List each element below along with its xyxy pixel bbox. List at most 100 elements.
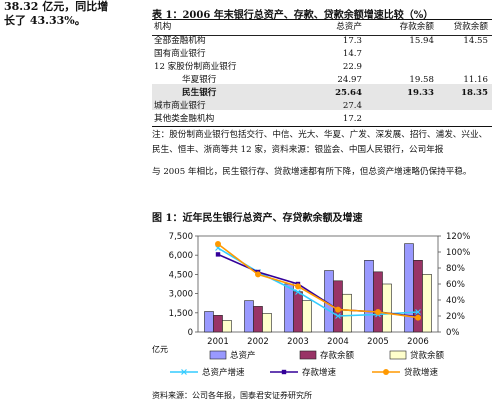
table-row: 12 家股份制商业银行 22.9 — [152, 61, 492, 74]
right-axis-tick-label: 40% — [446, 296, 465, 306]
left-axis-tick-label: 6,000 — [169, 251, 193, 261]
x-axis-tick-label: 2003 — [287, 337, 309, 347]
row-deposit: 19.33 — [407, 88, 434, 98]
right-axis-tick-label: 60% — [446, 280, 465, 290]
table-header-rule — [152, 35, 492, 36]
left-axis-tick-label: 0 — [188, 328, 193, 338]
legend-label: 贷款余额 — [410, 350, 445, 361]
header-asset: 总资产 — [336, 22, 362, 32]
right-axis-tick-label: 100% — [446, 248, 470, 258]
line-point — [335, 306, 341, 313]
bar-asset — [244, 300, 254, 333]
bar-loan — [222, 320, 232, 333]
left-axis-tick-label: 7,500 — [169, 232, 193, 242]
line-point — [415, 314, 421, 321]
row-asset: 24.97 — [337, 75, 362, 85]
bar-deposit — [253, 306, 263, 333]
bar-loan — [262, 313, 272, 333]
row-loan: 18.35 — [461, 88, 488, 98]
chart: 亿元 0 1,500 3,000 4,500 6,000 7,500 0% 20% 40% 60%… — [152, 232, 470, 378]
header-institution: 机构 — [154, 22, 172, 32]
intro-line-2: 长了 43.33%。 — [4, 14, 86, 27]
line-point — [375, 309, 381, 315]
line-loan-growth — [217, 243, 419, 319]
row-loan: 11.16 — [463, 75, 488, 85]
figure-source: 资料来源：公司各年报，国泰君安证券研究所 — [152, 391, 312, 400]
line-point — [295, 289, 301, 295]
legend-marker — [281, 369, 287, 375]
header-loan: 贷款余额 — [453, 22, 488, 32]
row-name: 城市商业银行 — [154, 101, 206, 111]
intro-text: 38.32 亿元，同比增 长了 43.33%。 — [4, 0, 108, 28]
legend-marker — [383, 369, 389, 375]
right-axis-tick-label: 120% — [446, 232, 470, 242]
bar-deposit — [373, 271, 383, 333]
row-asset: 27.4 — [342, 101, 362, 111]
bar-loan — [422, 274, 432, 333]
row-name: 其他类金融机构 — [154, 114, 215, 124]
figure-title: 图 1：近年民生银行总资产、存贷款余额及增速 — [152, 213, 363, 224]
bar-deposit — [293, 291, 303, 333]
row-asset: 17.2 — [342, 114, 362, 124]
bar-loan — [382, 283, 392, 333]
legend-label: 贷款增速 — [404, 367, 439, 378]
legend-label: 存款余额 — [320, 350, 355, 361]
row-deposit: 19.58 — [409, 75, 434, 85]
line-asset-growth — [217, 247, 419, 317]
unit-label: 亿元 — [152, 344, 168, 354]
row-loan: 14.55 — [463, 36, 488, 46]
row-name: 民生银行 — [182, 88, 217, 98]
x-axis-tick-label: 2002 — [247, 337, 269, 347]
row-asset: 22.9 — [342, 62, 362, 72]
row-name: 华夏银行 — [182, 75, 217, 85]
row-name: 12 家股份制商业银行 — [154, 62, 237, 72]
legend-label: 总资产 — [230, 350, 256, 361]
line-point — [415, 309, 421, 315]
table-row: 民生银行 25.64 19.33 18.35 — [152, 87, 492, 100]
legend-label: 总资产增速 — [202, 367, 245, 378]
table-note-line-2: 民生、恒丰、浙商等共 12 家，资料来源：银监会、中国人民银行，公司年报 — [152, 145, 444, 155]
table-note-line-1: 注：股份制商业银行包括交行、中信、光大、华夏、广发、深发展、招行、浦发、兴业、 — [152, 130, 488, 140]
intro-line-1: 38.32 亿元，同比增 — [4, 0, 109, 13]
bar-loan — [302, 300, 312, 333]
line-point — [215, 241, 221, 247]
bar-asset — [284, 283, 294, 333]
bar-deposit — [333, 280, 343, 333]
line-point — [295, 283, 301, 290]
bar-asset — [404, 243, 414, 333]
row-name: 国有商业银行 — [154, 49, 206, 59]
right-axis-tick-label: 0% — [446, 328, 460, 338]
row-asset: 25.64 — [335, 88, 362, 98]
left-axis-tick-label: 3,000 — [169, 290, 193, 300]
table-title: 表 1：2006 年末银行总资产、存款、贷款余额增速比较（%） — [152, 10, 434, 21]
highlight-band — [152, 84, 492, 110]
left-axis-tick-label: 4,500 — [169, 270, 193, 280]
table-row: 华夏银行 24.97 19.58 11.16 — [152, 74, 492, 87]
table-note: 注：股份制商业银行包括交行、中信、光大、华夏、广发、深发展、招行、浦发、兴业、 … — [152, 128, 492, 158]
x-axis-tick-label: 2005 — [367, 337, 389, 347]
bar-asset — [204, 311, 214, 333]
line-point — [255, 271, 261, 278]
table-row: 国有商业银行 14.7 — [152, 48, 492, 61]
table-row: 全部金融机构 17.3 15.94 14.55 — [152, 35, 492, 48]
body-paragraph: 与 2005 年相比，民生银行存、贷款增速都有所下降，但总资产增速略仍保持平稳。 — [152, 167, 472, 177]
row-name: 全部金融机构 — [154, 36, 206, 46]
left-axis-tick-label: 1,500 — [169, 309, 193, 319]
legend-swatch — [389, 350, 407, 360]
right-axis-tick-label: 20% — [446, 312, 465, 322]
line-point — [215, 252, 221, 257]
table-header-row: 机构 总资产 存款余额 贷款余额 — [152, 21, 492, 34]
bar-deposit — [213, 315, 223, 333]
right-axis-tick-label: 80% — [446, 264, 465, 274]
line-point — [335, 313, 341, 319]
x-axis-tick-label: 2004 — [327, 337, 349, 347]
legend-marker — [181, 369, 187, 375]
row-asset: 17.3 — [342, 36, 362, 46]
x-axis-tick-label: 2006 — [407, 337, 429, 347]
row-asset: 14.7 — [342, 49, 362, 59]
bar-loan — [342, 293, 352, 333]
x-axis-tick-label: 2001 — [207, 337, 229, 347]
legend-label: 存款增速 — [302, 367, 337, 378]
legend-swatch — [209, 350, 227, 360]
bar-asset — [364, 260, 374, 333]
